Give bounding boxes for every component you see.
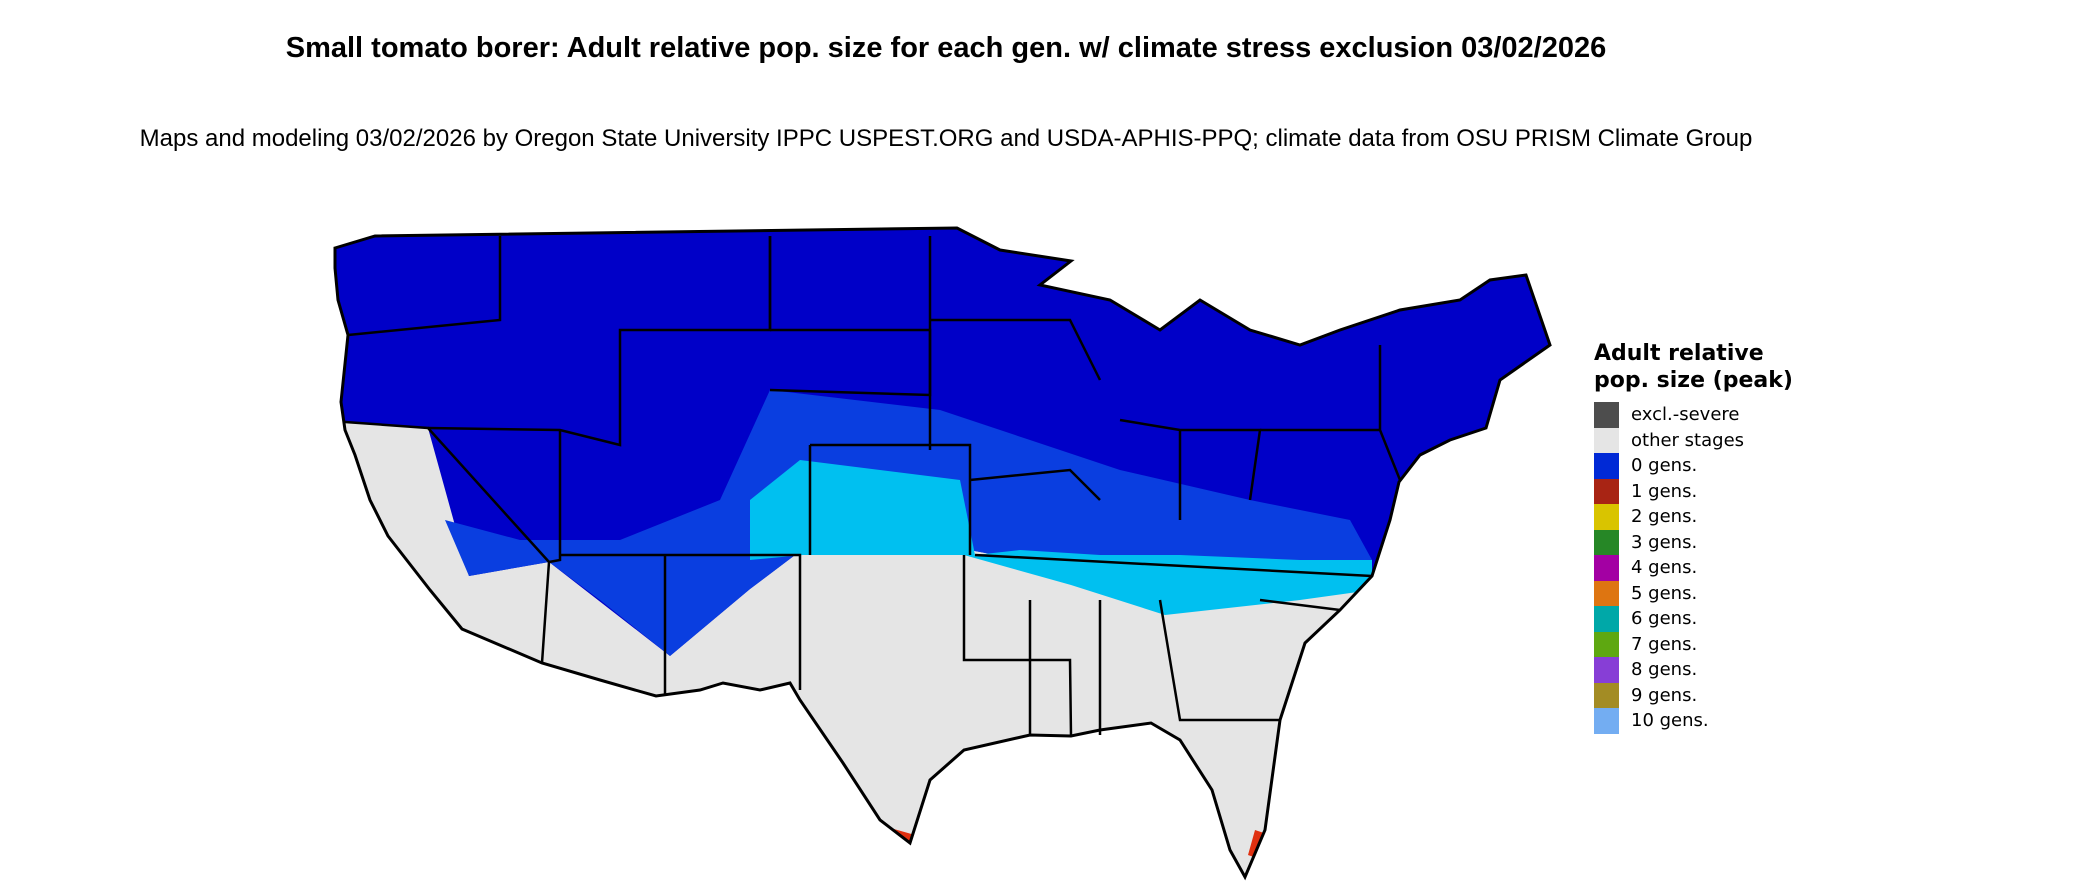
- state-borders: [344, 236, 1402, 737]
- map-title: Small tomato borer: Adult relative pop. …: [285, 32, 1607, 64]
- legend-item: excl.-severe: [1594, 402, 1814, 428]
- legend-item: 2 gens.: [1594, 504, 1814, 530]
- legend-item: 6 gens.: [1594, 606, 1814, 632]
- zero-gens-light-area: [750, 460, 1372, 615]
- legend-label: 3 gens.: [1631, 531, 1698, 553]
- legend-item: 5 gens.: [1594, 580, 1814, 606]
- legend-label: 7 gens.: [1631, 633, 1698, 655]
- legend-label: 5 gens.: [1631, 582, 1698, 604]
- legend-swatch: [1594, 402, 1619, 428]
- legend-swatch: [1594, 580, 1619, 606]
- legend-swatch: [1594, 478, 1619, 504]
- legend-swatch: [1594, 555, 1619, 581]
- legend-label: 2 gens.: [1631, 506, 1698, 528]
- legend-swatch: [1594, 427, 1619, 453]
- legend: Adult relative pop. size (peak) excl.-se…: [1594, 340, 1814, 734]
- legend-label: other stages: [1631, 429, 1745, 451]
- legend-label: 8 gens.: [1631, 659, 1698, 681]
- legend-swatch: [1594, 606, 1619, 632]
- legend-item: 0 gens.: [1594, 453, 1814, 479]
- legend-label: 1 gens.: [1631, 480, 1698, 502]
- legend-label: 4 gens.: [1631, 557, 1698, 579]
- map-subtitle: Maps and modeling 03/02/2026 by Oregon S…: [139, 125, 1753, 152]
- one-gen-area: [875, 825, 1270, 860]
- legend-swatch: [1594, 529, 1619, 555]
- legend-swatch: [1594, 504, 1619, 530]
- legend-swatch: [1594, 631, 1619, 657]
- legend-item: 9 gens.: [1594, 682, 1814, 708]
- legend-item: 10 gens.: [1594, 708, 1814, 734]
- legend-label: 10 gens.: [1631, 710, 1709, 732]
- legend-item: 3 gens.: [1594, 529, 1814, 555]
- legend-label: 0 gens.: [1631, 455, 1698, 477]
- legend-swatch: [1594, 453, 1619, 479]
- legend-item: 8 gens.: [1594, 657, 1814, 683]
- legend-label: excl.-severe: [1631, 404, 1740, 426]
- legend-swatch: [1594, 657, 1619, 683]
- legend-label: 6 gens.: [1631, 608, 1698, 630]
- legend-swatch: [1594, 708, 1619, 734]
- legend-item: other stages: [1594, 427, 1814, 453]
- legend-title: Adult relative pop. size (peak): [1594, 341, 1793, 393]
- legend-label: 9 gens.: [1631, 684, 1698, 706]
- legend-item: 4 gens.: [1594, 555, 1814, 581]
- legend-item: 1 gens.: [1594, 478, 1814, 504]
- legend-swatch: [1594, 682, 1619, 708]
- legend-item: 7 gens.: [1594, 631, 1814, 657]
